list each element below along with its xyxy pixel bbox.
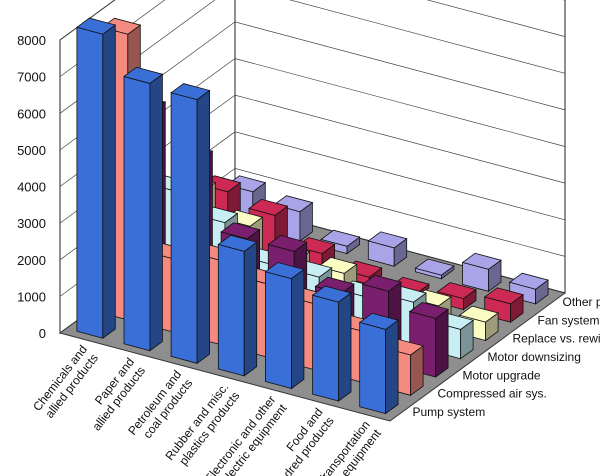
y-tick-label: 1000 bbox=[17, 289, 46, 304]
y-tick-label: 8000 bbox=[17, 33, 46, 48]
y-tick-label: 0 bbox=[39, 326, 46, 341]
y-tick-label: 5000 bbox=[17, 143, 46, 158]
bar-6-3 bbox=[367, 231, 408, 267]
y-tick-label: 4000 bbox=[17, 180, 46, 195]
bar-0-1 bbox=[123, 66, 164, 352]
bar-6-5 bbox=[461, 252, 502, 293]
series-label: Motor upgrade bbox=[463, 368, 541, 382]
series-labels: Pump system Compressed air sys. Motor upgr… bbox=[413, 295, 600, 419]
bar-6-4 bbox=[414, 258, 455, 280]
series-label: Replace vs. rewind bbox=[513, 332, 600, 346]
series-label: Other processing systems bbox=[563, 295, 600, 309]
y-tick-label: 7000 bbox=[17, 70, 46, 85]
y-tick-label: 3000 bbox=[17, 216, 46, 231]
bar-0-5 bbox=[311, 285, 352, 402]
bar-0-4 bbox=[264, 262, 305, 390]
bar-0-2 bbox=[170, 83, 211, 365]
series-label: Compressed air sys. bbox=[438, 387, 547, 401]
y-tick-label: 2000 bbox=[17, 253, 46, 268]
bar-0-3 bbox=[217, 234, 258, 377]
bar-0-0 bbox=[75, 17, 117, 339]
series-label: Pump system bbox=[413, 405, 486, 419]
series-label: Fan system bbox=[538, 313, 600, 327]
series-label: Motor downsizing bbox=[488, 350, 581, 364]
y-axis-ticks: 0 1000 2000 3000 4000 5000 6000 7000 8000 bbox=[17, 33, 46, 341]
category-label: Chemicals andallied products bbox=[30, 343, 101, 423]
bar-0-6 bbox=[358, 312, 400, 415]
chart-bars bbox=[75, 17, 550, 415]
y-tick-label: 6000 bbox=[17, 106, 46, 121]
